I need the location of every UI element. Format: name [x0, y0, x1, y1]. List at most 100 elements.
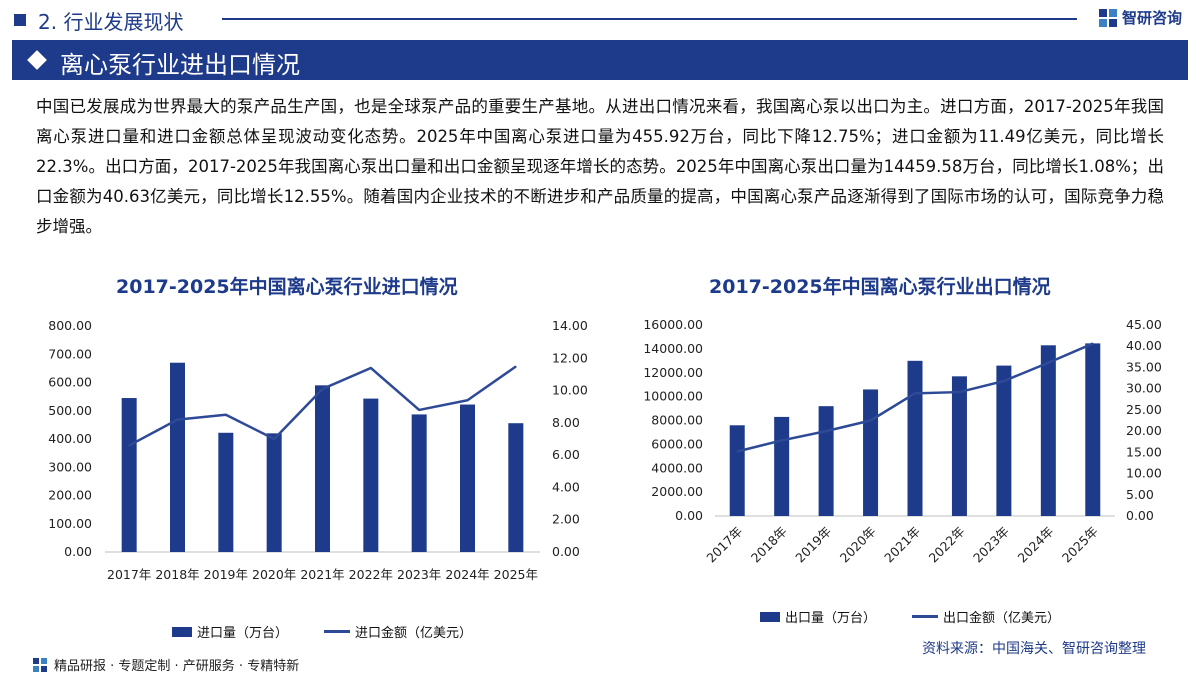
footer: 精品研报 · 专题定制 · 产研服务 · 专精特新 [32, 655, 299, 674]
right-axis-tick-label: 45.00 [1126, 317, 1162, 332]
export-legend: 出口量（万台） 出口金额（亿美元） [760, 607, 1060, 626]
right-axis-tick-label: 8.00 [552, 415, 580, 430]
right-axis-tick-label: 20.00 [1126, 423, 1162, 438]
bar [819, 406, 834, 516]
category-label: 2020年 [837, 524, 879, 566]
left-axis-tick-label: 16000.00 [643, 317, 703, 332]
left-axis-tick-label: 700.00 [48, 346, 92, 361]
bar [508, 423, 523, 552]
export-chart: 0.00 2000.00 4000.00 6000.00 8000.00 10000.00… [600, 300, 1200, 600]
right-axis-tick-label: 0.00 [552, 544, 580, 559]
title-banner: 离心泵行业进出口情况 [12, 40, 1188, 80]
category-label: 2020年 [252, 567, 296, 582]
category-label: 2024年 [445, 567, 489, 582]
line-point [322, 388, 324, 390]
left-axis-tick-label: 600.00 [48, 375, 92, 390]
line-point [273, 438, 275, 440]
line-point [870, 420, 872, 422]
legend-bar-label: 进口量（万台） [197, 622, 288, 641]
bar [952, 376, 967, 516]
left-axis-tick-label: 8000.00 [651, 413, 703, 428]
bar [460, 405, 475, 552]
right-axis-tick-label: 14.00 [552, 318, 588, 333]
left-axis-tick-label: 0.00 [675, 508, 703, 523]
line-point [418, 409, 420, 411]
right-axis-tick-label: 12.00 [552, 350, 588, 365]
left-axis-tick-label: 12000.00 [643, 365, 703, 380]
section-marker [14, 14, 26, 26]
right-axis-tick-label: 30.00 [1126, 381, 1162, 396]
right-axis-tick-label: 10.00 [1126, 466, 1162, 481]
line-point [225, 414, 227, 416]
line-point [1048, 362, 1050, 364]
brand-logo-icon [1098, 8, 1118, 28]
left-axis-tick-label: 800.00 [48, 318, 92, 333]
category-label: 2022年 [349, 567, 393, 582]
line-point [1003, 380, 1005, 382]
bar [315, 385, 330, 552]
right-axis-tick-label: 10.00 [552, 383, 588, 398]
right-axis-tick-label: 6.00 [552, 447, 580, 462]
right-axis-tick-label: 0.00 [1126, 508, 1154, 523]
left-axis-tick-label: 14000.00 [643, 341, 703, 356]
category-label: 2025年 [494, 567, 538, 582]
line-point [370, 367, 372, 369]
bar [730, 425, 745, 516]
left-axis-tick-label: 10000.00 [643, 389, 703, 404]
left-axis-tick-label: 500.00 [48, 403, 92, 418]
bar [996, 366, 1011, 516]
line-point [1092, 343, 1094, 345]
import-legend: 进口量（万台） 进口金额（亿美元） [172, 622, 472, 641]
line-point [914, 393, 916, 395]
footer-logo-icon [32, 657, 48, 673]
left-axis-tick-label: 100.00 [48, 516, 92, 531]
bar [774, 417, 789, 516]
legend-line-swatch [912, 615, 938, 618]
left-axis-tick-label: 0.00 [64, 544, 92, 559]
line-point [467, 399, 469, 401]
left-axis-tick-label: 200.00 [48, 488, 92, 503]
line-point [781, 440, 783, 442]
import-chart-title: 2017-2025年中国离心泵行业进口情况 [116, 272, 458, 299]
right-axis-tick-label: 35.00 [1126, 359, 1162, 374]
category-label: 2021年 [881, 524, 923, 566]
category-label: 2025年 [1059, 524, 1101, 566]
bar [1041, 345, 1056, 516]
bar [122, 398, 137, 552]
legend-bar-label: 出口量（万台） [785, 607, 876, 626]
legend-line-label: 出口金额（亿美元） [943, 607, 1060, 626]
import-chart: 0.00 100.00 200.00 300.00 400.00 500.00 600.00… [0, 300, 600, 600]
right-axis-tick-label: 2.00 [552, 512, 580, 527]
category-label: 2018年 [155, 567, 199, 582]
category-label: 2021年 [300, 567, 344, 582]
left-axis-tick-label: 400.00 [48, 431, 92, 446]
left-axis-tick-label: 6000.00 [651, 436, 703, 451]
category-label: 2019年 [792, 524, 834, 566]
legend-line-label: 进口金额（亿美元） [355, 622, 472, 641]
left-axis-tick-label: 300.00 [48, 459, 92, 474]
legend-line-swatch [324, 630, 350, 633]
page-title: 离心泵行业进出口情况 [60, 45, 300, 80]
bar [908, 361, 923, 516]
category-label: 2019年 [204, 567, 248, 582]
right-axis-tick-label: 40.00 [1126, 338, 1162, 353]
bar [170, 363, 185, 552]
intro-paragraph: 中国已发展成为世界最大的泵产品生产国，也是全球泵产品的重要生产基地。从进出口情况… [36, 92, 1164, 242]
line-point [128, 445, 130, 447]
line-point [177, 419, 179, 421]
category-label: 2023年 [970, 524, 1012, 566]
right-axis-tick-label: 25.00 [1126, 402, 1162, 417]
category-label: 2022年 [926, 524, 968, 566]
line-point [515, 366, 517, 368]
legend-bar-swatch [760, 612, 780, 622]
bar [267, 433, 282, 552]
bar [1085, 343, 1100, 516]
left-axis-tick-label: 2000.00 [651, 484, 703, 499]
category-label: 2018年 [748, 524, 790, 566]
bar [412, 414, 427, 552]
right-axis-tick-label: 15.00 [1126, 444, 1162, 459]
section-label: 2. 行业发展现状 [38, 6, 183, 35]
export-chart-title: 2017-2025年中国离心泵行业出口情况 [709, 272, 1051, 299]
category-label: 2024年 [1015, 524, 1057, 566]
right-axis-tick-label: 4.00 [552, 479, 580, 494]
